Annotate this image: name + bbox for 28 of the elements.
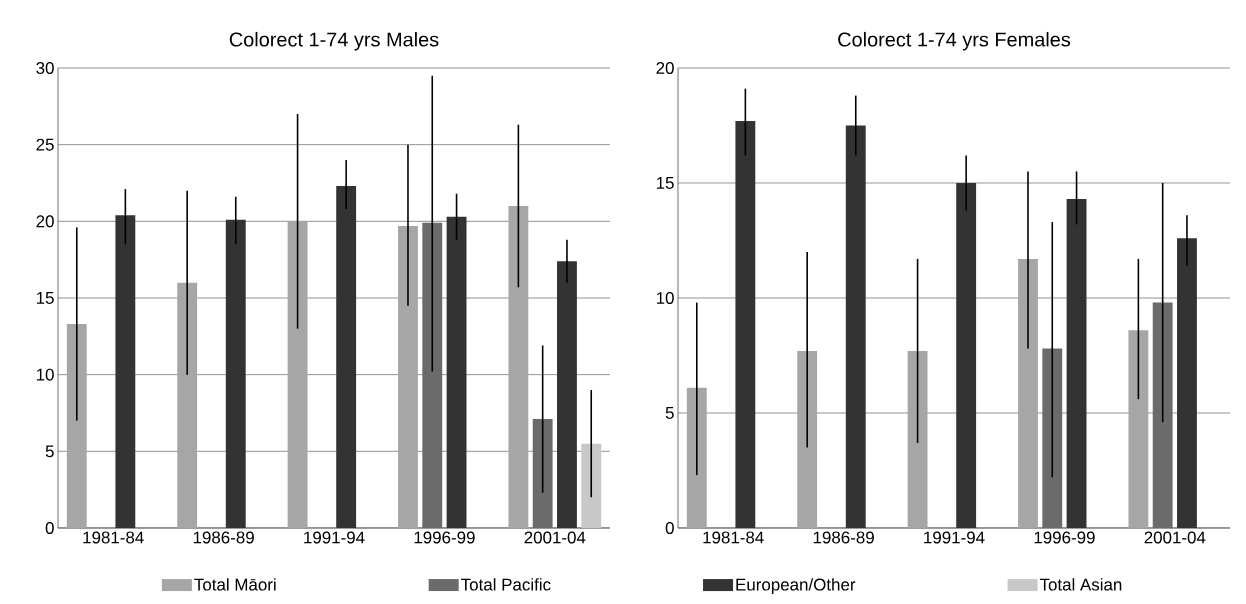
x-tick-label: 1991-94 bbox=[924, 531, 985, 544]
y-tick-label: 0 bbox=[45, 521, 54, 534]
x-tick-label: 1996-99 bbox=[414, 531, 475, 544]
y-tick-label: 20 bbox=[36, 215, 54, 228]
legend-label: Total Asian bbox=[1039, 578, 1122, 591]
y-tick-label: 5 bbox=[665, 407, 674, 419]
x-tick-label: 1996-99 bbox=[1034, 531, 1095, 544]
chart-title: Colorect 1-74 yrs Females bbox=[838, 31, 1071, 51]
legend-label: European/Other bbox=[736, 578, 856, 594]
y-tick-label: 30 bbox=[36, 61, 54, 74]
x-tick-label: 2001-04 bbox=[1144, 531, 1206, 544]
y-tick-label: 15 bbox=[656, 177, 674, 189]
x-tick-label: 1981-84 bbox=[83, 531, 144, 544]
x-tick-label: 1981-84 bbox=[703, 531, 764, 544]
x-tick-label: 2001-04 bbox=[524, 531, 586, 544]
y-tick-label: 20 bbox=[656, 61, 674, 74]
y-tick-label: 5 bbox=[45, 445, 54, 458]
y-tick-label: 15 bbox=[36, 292, 54, 304]
legend-label: Total Pacific bbox=[461, 578, 551, 591]
y-tick-label: 10 bbox=[36, 368, 54, 381]
y-tick-label: 25 bbox=[36, 138, 54, 151]
x-tick-label: 1986-89 bbox=[813, 531, 874, 544]
y-tick-label: 0 bbox=[665, 521, 674, 534]
legend-label: Total Māori bbox=[194, 578, 276, 591]
x-tick-label: 1986-89 bbox=[193, 531, 254, 544]
chart-title: Colorect 1-74 yrs Males bbox=[229, 31, 439, 51]
y-tick-label: 10 bbox=[656, 291, 674, 304]
x-tick-label: 1991-94 bbox=[304, 531, 365, 544]
